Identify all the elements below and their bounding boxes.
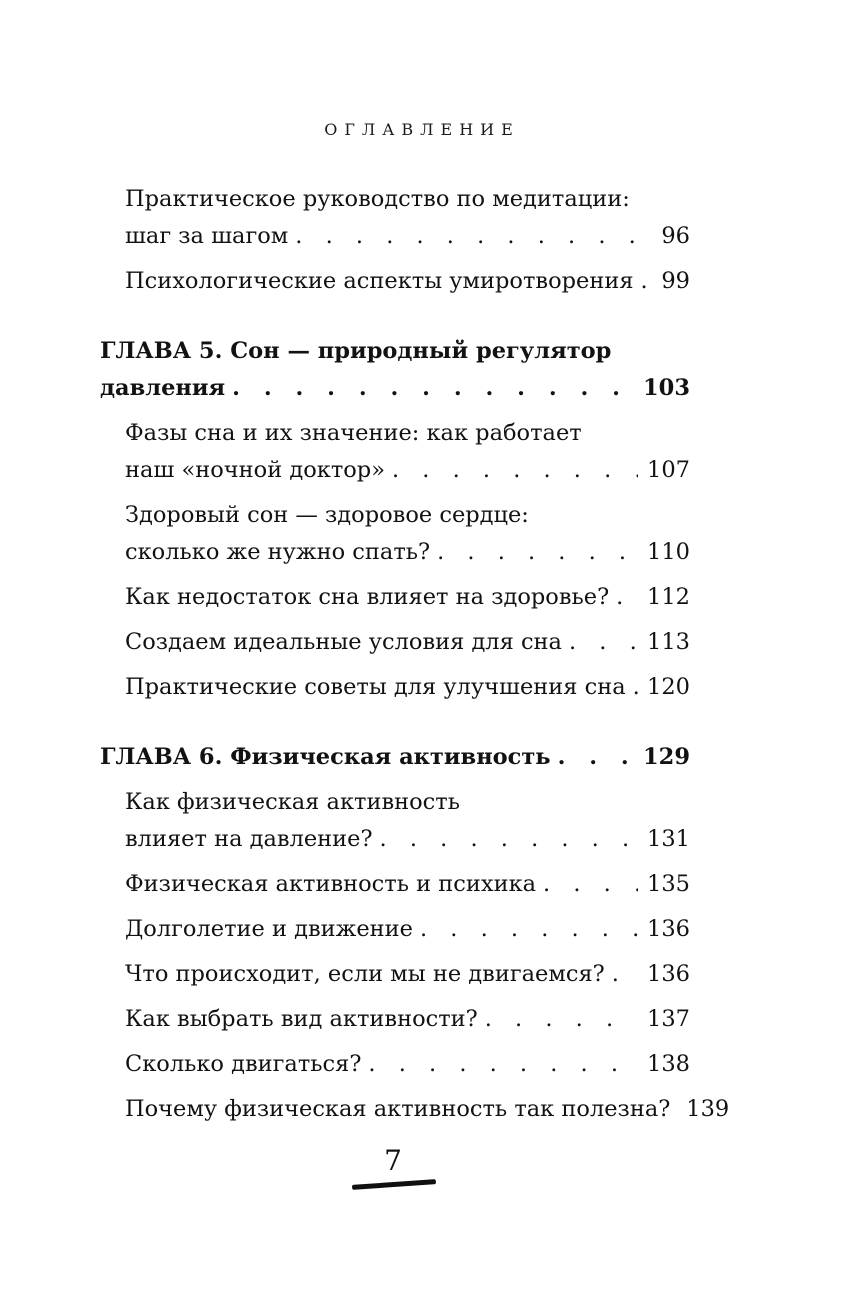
toc-entry-page-number: 131 (647, 826, 690, 852)
toc-entry-line: наш «ночной доктор» 107 (125, 452, 690, 489)
toc-entry-line: шаг за шагом 96 (125, 218, 690, 255)
toc-entry-title: Долголетие и движение (125, 916, 413, 942)
toc-entry-title: Как недостаток сна влияет на здоровье? (125, 584, 610, 610)
toc-entry: Практическое руководство по медитации: ша… (100, 181, 690, 255)
toc-entry-title: влияет на давление? (125, 826, 373, 852)
toc-entry-page-number: 139 (686, 1096, 730, 1122)
toc-entry-title: Что происходит, если мы не двигаемся? (125, 961, 605, 987)
toc-entry-title: давления (100, 375, 226, 401)
toc-entry-line: Как недостаток сна влияет на здоровье? 11… (125, 579, 690, 616)
page-footer: 7 (0, 1146, 844, 1311)
toc-entry-page-number: 136 (647, 916, 690, 942)
toc-entry-page-number: 135 (647, 871, 690, 897)
toc-entry-page-number: 112 (647, 584, 690, 610)
toc-entry-title: Создаем идеальные условия для сна (125, 629, 562, 655)
dot-leader (634, 263, 653, 300)
toc-entry-title: Здоровый сон — здоровое сердце: (125, 502, 529, 528)
dot-leader (609, 579, 638, 616)
page-number-underline (351, 1179, 437, 1190)
toc-entry-title: ГЛАВА 5. Сон — природный регулятор (100, 338, 612, 364)
dot-leader (478, 1001, 638, 1038)
toc-entry-page-number: 96 (661, 223, 690, 249)
toc-entry: Здоровый сон — здоровое сердце: сколько ж… (100, 497, 690, 571)
toc-entry-page-number: 110 (647, 539, 690, 565)
toc-entry-line: Долголетие и движение 136 (125, 911, 690, 948)
toc-entry-title: Как физическая активность (125, 789, 460, 815)
toc-entry-page-number: 103 (643, 375, 690, 401)
toc-entry: Физическая активность и психика 135 (100, 866, 690, 903)
toc-entry-page-number: 138 (647, 1051, 690, 1077)
dot-leader (562, 624, 638, 661)
dot-leader (670, 1091, 677, 1128)
toc-entry-page-number: 120 (647, 674, 690, 700)
toc-entry-page-number: 113 (647, 629, 690, 655)
dot-leader (225, 370, 634, 407)
dot-leader (361, 1046, 638, 1083)
toc-entry-line: Как выбрать вид активности? 137 (125, 1001, 690, 1038)
toc-entry-line: Физическая активность и психика 135 (125, 866, 690, 903)
toc-entry: Практические советы для улучшения сна 120 (100, 669, 690, 706)
toc-entry-line: Что происходит, если мы не двигаемся? 136 (125, 956, 690, 993)
dot-leader (413, 911, 638, 948)
dot-leader (626, 669, 638, 706)
toc-entry: ГЛАВА 5. Сон — природный регулятор давлен… (100, 333, 690, 407)
toc-entry-title: Почему физическая активность так полезна… (125, 1096, 671, 1122)
toc-entry-page-number: 136 (647, 961, 690, 987)
toc-entry-title: Как выбрать вид активности? (125, 1006, 478, 1032)
toc-entry-line: Практические советы для улучшения сна 120 (125, 669, 690, 706)
toc-entry-line: Почему физическая активность так полезна… (125, 1091, 729, 1128)
toc-entry-title: Сколько двигаться? (125, 1051, 362, 1077)
toc-entry: Что происходит, если мы не двигаемся? 136 (100, 956, 690, 993)
toc-entry-page-number: 107 (647, 457, 690, 483)
dot-leader (430, 534, 638, 571)
toc-entry-line: Психологические аспекты умиротворения 99 (125, 263, 690, 300)
toc-entry-page-number: 129 (643, 744, 690, 770)
toc-entry-line: Создаем идеальные условия для сна 113 (125, 624, 690, 661)
toc-entry-title: ГЛАВА 6. Физическая активность (100, 744, 551, 770)
dot-leader (536, 866, 638, 903)
toc-entry: Создаем идеальные условия для сна 113 (100, 624, 690, 661)
toc-entry-line: сколько же нужно спать? 110 (125, 534, 690, 571)
toc-entry-line: влияет на давление? 131 (125, 821, 690, 858)
toc-entry-page-number: 99 (661, 268, 690, 294)
toc-entry-title: Психологические аспекты умиротворения (125, 268, 634, 294)
dot-leader (551, 739, 634, 776)
dot-leader (288, 218, 652, 255)
dot-leader (385, 452, 638, 489)
toc-entry: Как недостаток сна влияет на здоровье? 11… (100, 579, 690, 616)
page-title: ОГЛАВЛЕНИЕ (324, 120, 520, 139)
toc-entry: Психологические аспекты умиротворения 99 (100, 263, 690, 300)
toc-entry-title: наш «ночной доктор» (125, 457, 385, 483)
toc-entry-line: давления 103 (100, 370, 690, 407)
toc-entry: Как выбрать вид активности? 137 (100, 1001, 690, 1038)
toc-entry-line: ГЛАВА 6. Физическая активность 129 (100, 739, 690, 776)
dot-leader (605, 956, 638, 993)
toc-entry-line: Сколько двигаться? 138 (125, 1046, 690, 1083)
toc-entry-title: Практическое руководство по медитации: (125, 186, 630, 212)
toc-entry-page-number: 137 (647, 1006, 690, 1032)
toc-entry-title: Фазы сна и их значение: как работает (125, 420, 582, 446)
toc-entry: ГЛАВА 6. Физическая активность 129 (100, 739, 690, 776)
toc-entry-title: Физическая активность и психика (125, 871, 537, 897)
toc-list: Практическое руководство по медитации: ша… (0, 181, 844, 1128)
toc-entry: Фазы сна и их значение: как работает наш … (100, 415, 690, 489)
toc-entry-title: сколько же нужно спать? (125, 539, 431, 565)
toc-entry-title: Практические советы для улучшения сна (125, 674, 626, 700)
toc-entry-title: шаг за шагом (125, 223, 289, 249)
toc-entry: Как физическая активность влияет на давле… (100, 784, 690, 858)
page-number: 7 (384, 1144, 402, 1177)
toc-entry: Сколько двигаться? 138 (100, 1046, 690, 1083)
toc-entry: Долголетие и движение 136 (100, 911, 690, 948)
toc-entry: Почему физическая активность так полезна… (100, 1091, 729, 1128)
dot-leader (373, 821, 639, 858)
